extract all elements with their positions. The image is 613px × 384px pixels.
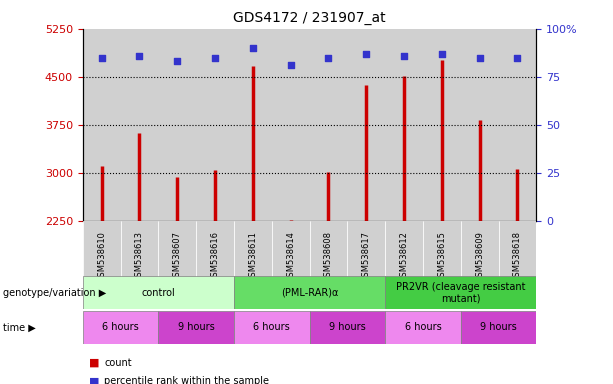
Text: 9 hours: 9 hours — [178, 322, 215, 333]
Bar — [498, 221, 536, 292]
Text: GSM538607: GSM538607 — [173, 231, 182, 282]
Bar — [83, 29, 121, 221]
Bar — [423, 221, 461, 292]
Point — [172, 58, 182, 65]
Text: GSM538615: GSM538615 — [437, 231, 446, 282]
Text: GSM538609: GSM538609 — [475, 231, 484, 282]
Bar — [423, 29, 461, 221]
Point — [248, 45, 257, 51]
Text: control: control — [142, 288, 175, 298]
Text: GSM538614: GSM538614 — [286, 231, 295, 282]
Point — [97, 55, 107, 61]
Text: ■: ■ — [89, 376, 99, 384]
Text: 6 hours: 6 hours — [253, 322, 290, 333]
Text: 6 hours: 6 hours — [405, 322, 441, 333]
Text: ■: ■ — [89, 358, 99, 368]
Text: GSM538611: GSM538611 — [248, 231, 257, 282]
Bar — [310, 221, 348, 292]
Text: count: count — [104, 358, 132, 368]
Point — [286, 62, 295, 68]
Bar — [234, 221, 272, 292]
Bar — [196, 29, 234, 221]
Text: time ▶: time ▶ — [3, 322, 36, 333]
Text: PR2VR (cleavage resistant
mutant): PR2VR (cleavage resistant mutant) — [396, 282, 525, 304]
Bar — [385, 29, 423, 221]
Bar — [83, 311, 158, 344]
Bar — [121, 221, 158, 292]
Point — [437, 51, 447, 57]
Bar — [83, 221, 121, 292]
Bar — [158, 311, 234, 344]
Point — [134, 53, 145, 59]
Text: GSM538612: GSM538612 — [400, 231, 409, 282]
Bar — [234, 311, 310, 344]
Point — [475, 55, 485, 61]
Bar — [461, 221, 498, 292]
Text: (PML-RAR)α: (PML-RAR)α — [281, 288, 338, 298]
Text: genotype/variation ▶: genotype/variation ▶ — [3, 288, 106, 298]
Bar — [83, 276, 234, 309]
Point — [210, 55, 220, 61]
Bar — [310, 29, 348, 221]
Bar — [461, 29, 498, 221]
Bar — [234, 276, 385, 309]
Bar — [121, 29, 158, 221]
Bar — [272, 29, 310, 221]
Title: GDS4172 / 231907_at: GDS4172 / 231907_at — [234, 11, 386, 25]
Bar — [234, 29, 272, 221]
Text: 9 hours: 9 hours — [480, 322, 517, 333]
Bar — [196, 221, 234, 292]
Text: GSM538608: GSM538608 — [324, 231, 333, 282]
Bar — [310, 311, 385, 344]
Bar — [385, 221, 423, 292]
Bar — [348, 221, 385, 292]
Bar — [498, 29, 536, 221]
Text: GSM538616: GSM538616 — [210, 231, 219, 282]
Text: GSM538617: GSM538617 — [362, 231, 371, 282]
Point — [361, 51, 371, 57]
Text: GSM538613: GSM538613 — [135, 231, 144, 282]
Text: GSM538618: GSM538618 — [513, 231, 522, 282]
Point — [512, 55, 522, 61]
Bar — [385, 276, 536, 309]
Bar — [348, 29, 385, 221]
Point — [324, 55, 333, 61]
Bar — [272, 221, 310, 292]
Bar — [385, 311, 461, 344]
Text: 6 hours: 6 hours — [102, 322, 139, 333]
Text: percentile rank within the sample: percentile rank within the sample — [104, 376, 269, 384]
Text: 9 hours: 9 hours — [329, 322, 366, 333]
Bar — [158, 29, 196, 221]
Bar — [158, 221, 196, 292]
Text: GSM538610: GSM538610 — [97, 231, 106, 282]
Bar — [461, 311, 536, 344]
Point — [399, 53, 409, 59]
